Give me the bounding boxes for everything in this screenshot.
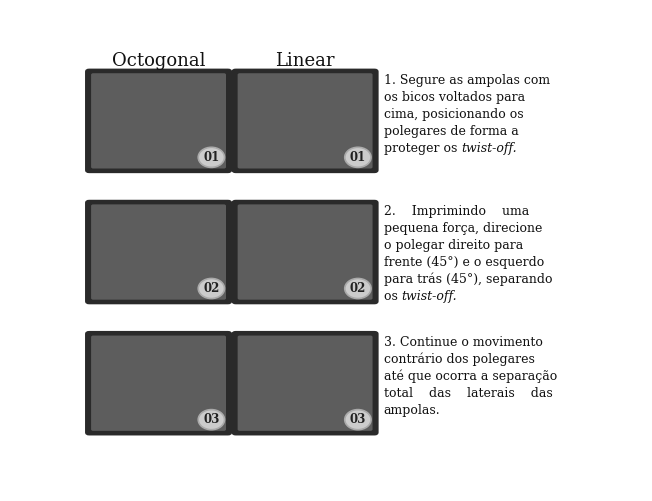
Text: total    das    laterais    das: total das laterais das (383, 387, 552, 400)
Text: 03: 03 (349, 413, 366, 426)
Text: 01: 01 (203, 151, 220, 164)
FancyBboxPatch shape (231, 200, 379, 304)
Text: 1. Segure as ampolas com: 1. Segure as ampolas com (383, 74, 550, 87)
Text: 01: 01 (349, 151, 366, 164)
Text: 02: 02 (203, 282, 220, 295)
Text: pequena força, direcione: pequena força, direcione (383, 222, 542, 235)
Text: 3. Continue o movimento: 3. Continue o movimento (383, 336, 542, 349)
Text: twist-off.: twist-off. (402, 290, 457, 303)
Text: cima, posicionando os: cima, posicionando os (383, 108, 524, 121)
Text: até que ocorra a separação: até que ocorra a separação (383, 370, 557, 383)
Text: twist-off.: twist-off. (461, 141, 516, 154)
Text: ampolas.: ampolas. (383, 404, 440, 417)
Text: 02: 02 (349, 282, 366, 295)
Text: 03: 03 (203, 413, 220, 426)
Text: 2.    Imprimindo    uma: 2. Imprimindo uma (383, 205, 529, 218)
FancyBboxPatch shape (85, 200, 232, 304)
FancyBboxPatch shape (91, 73, 226, 168)
FancyBboxPatch shape (237, 73, 372, 168)
Text: Octogonal: Octogonal (111, 52, 205, 70)
FancyBboxPatch shape (231, 69, 379, 173)
FancyBboxPatch shape (91, 336, 226, 431)
Circle shape (198, 410, 224, 430)
Text: o polegar direito para: o polegar direito para (383, 239, 523, 252)
FancyBboxPatch shape (237, 336, 372, 431)
FancyBboxPatch shape (231, 331, 379, 435)
Text: para trás (45°), separando: para trás (45°), separando (383, 273, 552, 286)
Text: Linear: Linear (275, 52, 335, 70)
Text: os bicos voltados para: os bicos voltados para (383, 91, 525, 104)
Circle shape (198, 279, 224, 299)
FancyBboxPatch shape (91, 204, 226, 300)
Circle shape (345, 410, 371, 430)
Circle shape (198, 147, 224, 167)
Circle shape (345, 147, 371, 167)
FancyBboxPatch shape (237, 204, 372, 300)
Text: contrário dos polegares: contrário dos polegares (383, 353, 535, 366)
Text: os: os (383, 290, 402, 303)
FancyBboxPatch shape (85, 331, 232, 435)
Text: proteger os: proteger os (383, 141, 461, 154)
Circle shape (345, 279, 371, 299)
FancyBboxPatch shape (85, 69, 232, 173)
Text: polegares de forma a: polegares de forma a (383, 125, 518, 138)
Text: frente (45°) e o esquerdo: frente (45°) e o esquerdo (383, 256, 544, 269)
